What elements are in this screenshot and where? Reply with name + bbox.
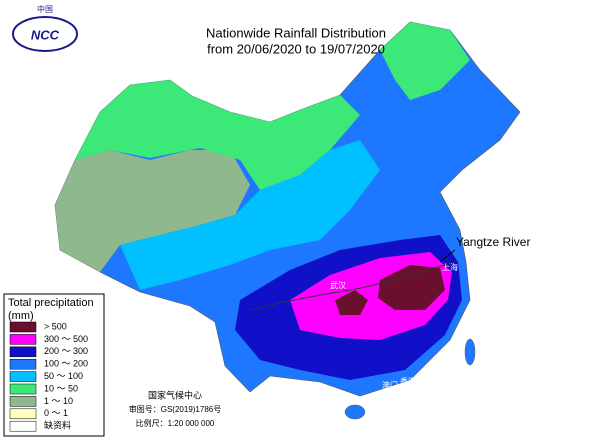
hainan — [344, 404, 366, 420]
region-north-green — [75, 80, 360, 190]
legend-label: 缺资料 — [44, 420, 71, 431]
legend-swatch — [9, 358, 37, 370]
city-label: 武汉 — [330, 280, 346, 290]
legend-swatch — [9, 396, 37, 407]
legend-label: 300 ～ 500 — [44, 334, 88, 344]
subtitle: from 20/06/2020 to 19/07/2020 — [207, 41, 385, 56]
legend-label: 10 ～ 50 — [44, 383, 78, 393]
region-cyan — [120, 140, 380, 290]
logo-ring — [12, 16, 78, 52]
legend-label: 200 ～ 300 — [44, 346, 88, 356]
logo-text: NCC — [31, 27, 60, 42]
logo-top: 中国 — [37, 4, 53, 14]
city-label: 澳门 — [382, 380, 398, 390]
legend-swatch — [9, 371, 37, 382]
legend-label: 100 ～ 200 — [44, 359, 88, 369]
legend-swatch — [9, 346, 37, 358]
legend-swatch — [9, 334, 37, 345]
footer-scale: 比例尺：1:20 000 000 — [136, 418, 215, 428]
title: Nationwide Rainfall Distribution — [206, 25, 386, 40]
city-label: 上海 — [442, 262, 458, 272]
legend-label: 50 ～ 100 — [44, 371, 83, 381]
yangtze-river — [249, 261, 456, 311]
footer-org: 国家气候中心 — [148, 389, 202, 400]
annotation: Yangtze River — [456, 235, 530, 249]
legend-swatch — [9, 408, 37, 420]
legend-swatch — [9, 420, 37, 432]
legend-swatch — [9, 321, 37, 333]
region-dry-west — [55, 150, 250, 272]
city-label: 台北 — [478, 339, 494, 349]
legend-title: Total precipitation — [8, 297, 94, 309]
annotation-leader — [439, 249, 456, 263]
city-label: 海口 — [364, 402, 380, 412]
legend-label: 1 ～ 10 — [44, 396, 73, 406]
city-label: 香港 — [400, 376, 416, 386]
region-northeast-green — [380, 22, 470, 100]
legend-label: 0 ～ 1 — [44, 408, 68, 418]
logo: NCC 中国 — [12, 4, 78, 52]
region-maroon-west — [335, 290, 368, 315]
footer-approval: 审图号：GS(2019)1786号 — [129, 404, 221, 414]
legend-label: > 500 — [44, 321, 67, 331]
legend-swatch — [9, 383, 37, 395]
region-maroon-east — [378, 265, 445, 310]
taiwan — [464, 338, 476, 366]
map — [54, 21, 521, 420]
legend-unit: (mm) — [8, 310, 34, 322]
legend: Total precipitation (mm) > 500 300 ～ 500 2… — [3, 293, 105, 437]
